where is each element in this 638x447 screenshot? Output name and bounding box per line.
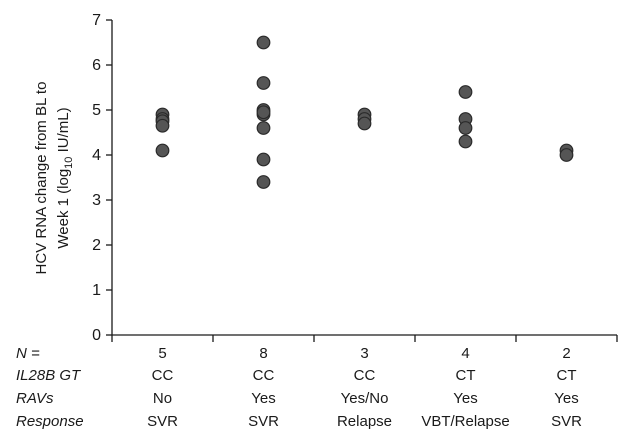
cell-gt: CC <box>354 367 376 384</box>
y-tick-label: 5 <box>92 102 101 119</box>
y-axis-title: HCV RNA change from BL to Week 1 (log10 … <box>33 82 75 275</box>
data-point <box>256 175 271 189</box>
data-point <box>458 85 473 99</box>
row-label-response: Response <box>16 413 84 430</box>
data-point <box>155 118 170 133</box>
data-point <box>256 152 271 167</box>
cell-n: 2 <box>562 345 570 362</box>
data-point <box>256 76 271 90</box>
y-axis-title-line2-post: IU/mL) <box>55 107 72 156</box>
data-point <box>458 121 473 135</box>
cell-n: 3 <box>360 345 368 362</box>
data-point <box>256 105 271 120</box>
data-points <box>155 35 574 189</box>
cell-gt: CC <box>253 367 275 384</box>
row-label-ravs: RAVs <box>16 390 54 407</box>
y-tick-label: 7 <box>92 12 101 29</box>
cell-ravs: Yes <box>453 390 477 407</box>
data-point <box>458 134 473 149</box>
data-point <box>357 116 372 131</box>
cell-response: VBT/Relapse <box>421 413 509 430</box>
cell-n: 5 <box>158 345 166 362</box>
y-tick-label: 1 <box>92 282 101 299</box>
data-point <box>559 148 574 162</box>
cell-gt: CC <box>152 367 174 384</box>
category-table: N = 5 8 3 4 2 IL28B GT CC CC CC CT CT RAVs No Yes Yes/N… <box>16 345 582 430</box>
cell-response: SVR <box>248 413 279 430</box>
y-axis-title-line1: HCV RNA change from BL to <box>33 82 50 275</box>
cell-response: SVR <box>147 413 178 430</box>
cell-response: Relapse <box>337 413 392 430</box>
y-axis-ticks: 0 1 2 3 4 5 6 7 <box>92 12 112 344</box>
y-axis-title-line2-sub: 10 <box>63 157 75 169</box>
row-label-gt: IL28B GT <box>16 367 82 384</box>
cell-ravs: No <box>153 390 172 407</box>
y-tick-label: 3 <box>92 192 101 209</box>
y-tick-label: 2 <box>92 237 101 254</box>
y-tick-label: 6 <box>92 57 101 74</box>
cell-ravs: Yes <box>251 390 275 407</box>
cell-ravs: Yes/No <box>341 390 389 407</box>
y-tick-label: 4 <box>92 147 101 164</box>
data-point <box>155 143 170 158</box>
y-tick-label: 0 <box>92 327 101 344</box>
y-axis-title-line2-pre: Week 1 (log <box>55 169 72 249</box>
cell-ravs: Yes <box>554 390 578 407</box>
data-point <box>256 121 271 135</box>
cell-gt: CT <box>456 367 476 384</box>
cell-gt: CT <box>557 367 577 384</box>
cell-n: 8 <box>259 345 267 362</box>
row-label-n: N = <box>16 345 40 362</box>
cell-n: 4 <box>461 345 469 362</box>
y-axis-title-line2: Week 1 (log10 IU/mL) <box>55 107 75 248</box>
cell-response: SVR <box>551 413 582 430</box>
x-axis-ticks <box>111 335 618 342</box>
data-point <box>256 35 271 50</box>
